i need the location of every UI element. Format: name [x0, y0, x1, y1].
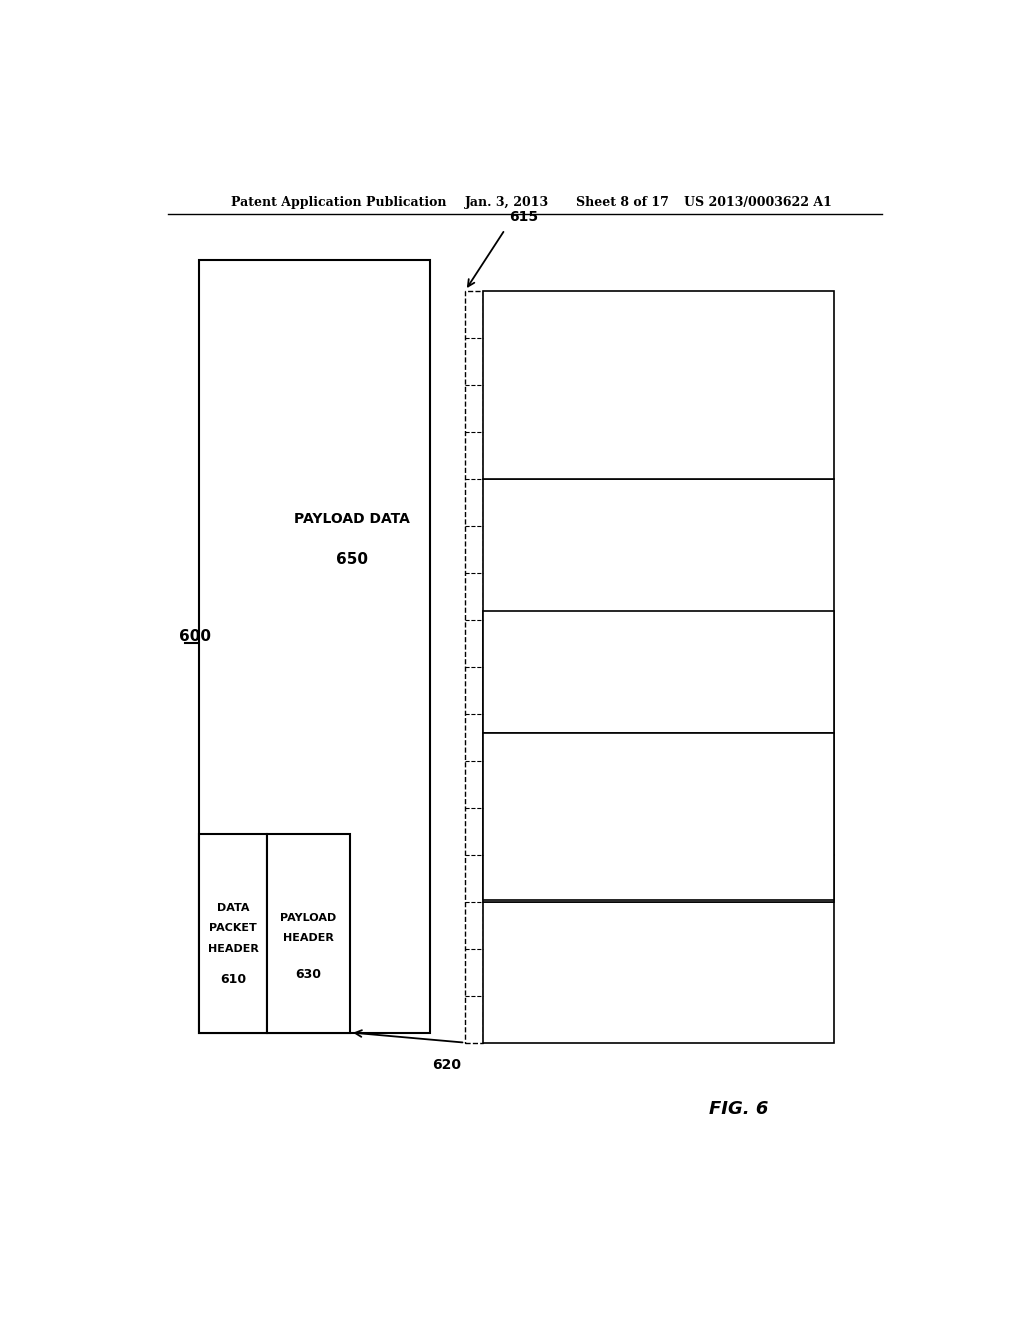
Text: Sheet 8 of 17: Sheet 8 of 17 [577, 195, 670, 209]
Text: 10: 10 [469, 543, 479, 556]
Text: T
622: T 622 [644, 866, 673, 891]
Text: INPUT CATEGORY
624: INPUT CATEGORY 624 [644, 327, 673, 442]
Text: 6: 6 [469, 734, 479, 741]
Text: 2: 2 [469, 921, 479, 928]
Bar [482, 611, 835, 733]
Text: VERSION
621: VERSION 621 [644, 942, 673, 1002]
Text: 14: 14 [469, 354, 479, 368]
Text: 13: 13 [469, 401, 479, 414]
Text: 630: 630 [296, 968, 322, 981]
Bar [482, 902, 835, 1043]
Text: 3: 3 [469, 875, 479, 882]
Text: DATA: DATA [217, 903, 250, 913]
Text: HEADER: HEADER [283, 933, 334, 944]
Text: 9: 9 [469, 593, 479, 599]
Text: PACKET: PACKET [209, 923, 257, 933]
Text: TIMESTAMP (OPTIONAL) 626: TIMESTAMP (OPTIONAL) 626 [652, 717, 665, 916]
Text: FIG. 6: FIG. 6 [710, 1100, 769, 1118]
Text: 15: 15 [469, 308, 479, 321]
Bar [465, 290, 482, 1043]
Bar [200, 834, 267, 1032]
Text: 8: 8 [469, 640, 479, 647]
Bar [482, 479, 835, 854]
Text: 620: 620 [432, 1059, 461, 1072]
Text: 5: 5 [469, 780, 479, 788]
Text: Jan. 3, 2013: Jan. 3, 2013 [465, 195, 550, 209]
Text: RESERVED 623: RESERVED 623 [652, 618, 665, 715]
Bar [482, 854, 835, 902]
Bar [482, 290, 835, 479]
Text: 600: 600 [179, 628, 212, 644]
Bar [267, 834, 350, 1032]
Text: PAYLOAD: PAYLOAD [281, 913, 337, 923]
Text: US 2013/0003622 A1: US 2013/0003622 A1 [684, 195, 831, 209]
Text: 0: 0 [469, 1016, 479, 1023]
Text: 4: 4 [469, 828, 479, 834]
Text: LENGTH 625: LENGTH 625 [652, 628, 665, 715]
Text: 1: 1 [469, 969, 479, 975]
Text: Patent Application Publication: Patent Application Publication [231, 195, 446, 209]
Text: 650: 650 [336, 552, 369, 568]
Text: 610: 610 [220, 973, 246, 986]
Text: 615: 615 [509, 210, 538, 224]
Text: PAYLOAD DATA: PAYLOAD DATA [294, 512, 411, 527]
Text: 12: 12 [469, 449, 479, 462]
Bar [200, 260, 430, 1032]
Bar [482, 733, 835, 900]
Text: HEADER: HEADER [208, 944, 259, 953]
Text: 11: 11 [469, 495, 479, 508]
Text: 7: 7 [469, 686, 479, 693]
